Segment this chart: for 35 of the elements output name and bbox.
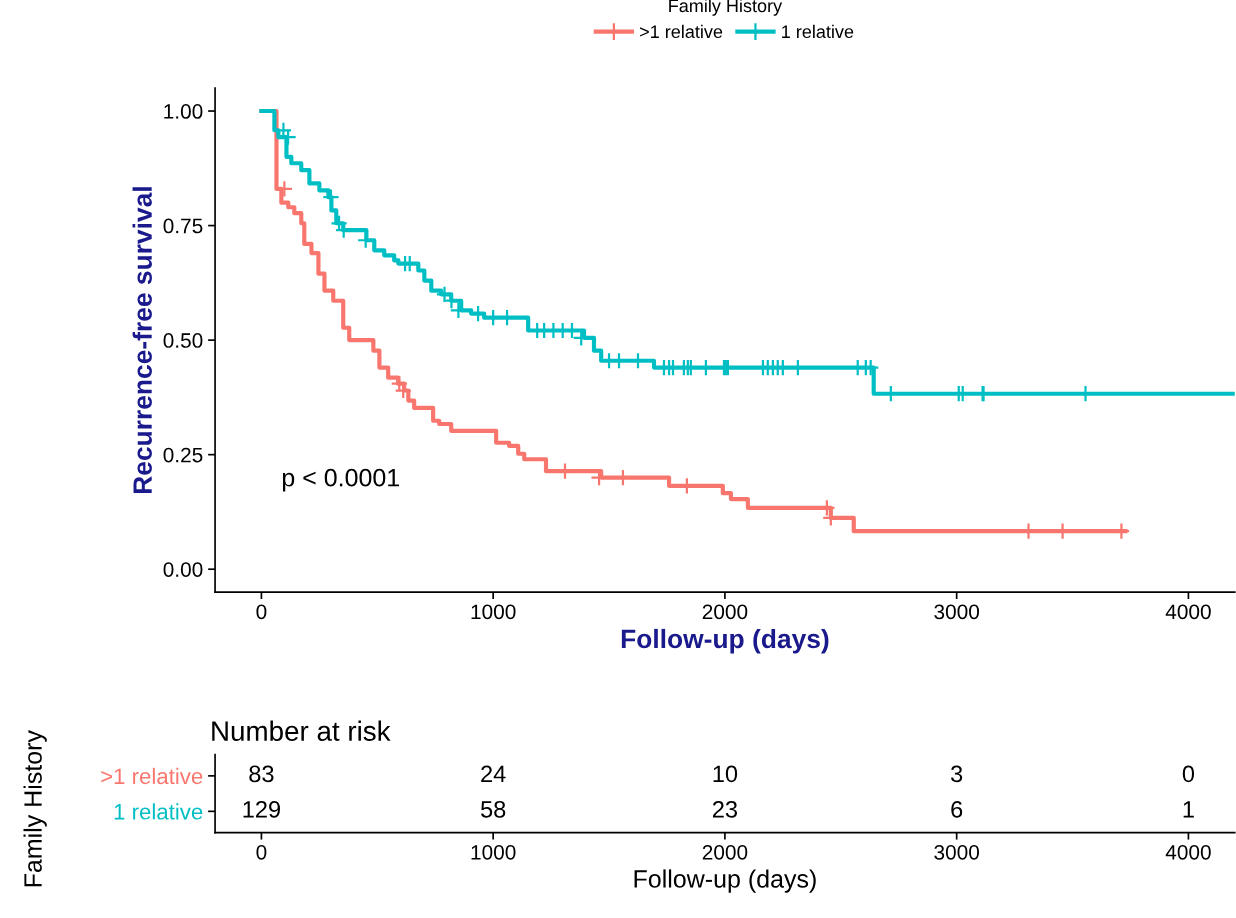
x-tick-label: 1000	[471, 844, 516, 860]
annotation: p < 0.0001	[282, 468, 399, 492]
y-tick-label: 1.00	[164, 104, 203, 119]
x-tick-label: 3000	[934, 844, 980, 860]
data-label: 83	[249, 765, 274, 783]
x-tick-label: 3000	[934, 604, 980, 620]
data-label: 129	[243, 800, 280, 818]
y-tick-label: 0.25	[163, 447, 203, 463]
y-tick-label: 0.75	[163, 218, 203, 234]
y-tick-label: 1 relative	[114, 803, 203, 820]
y-axis-title: Recurrence-free survival	[132, 187, 152, 494]
y-tick-label: 0.00	[163, 562, 203, 577]
x-tick-label: 1000	[471, 604, 516, 620]
legend-label: >1 relative	[640, 24, 723, 39]
y-tick-label: >1 relative	[101, 767, 203, 785]
x-axis-title: Follow-up (days)	[621, 628, 829, 654]
data-label: 58	[480, 800, 506, 818]
y-tick-label: 0.50	[163, 333, 203, 348]
x-tick-label: 4000	[1165, 604, 1211, 620]
x-tick-label: 2000	[702, 604, 748, 620]
data-label: 1	[1183, 801, 1194, 818]
y-axis-title: Family History	[23, 730, 47, 887]
data-label: 0	[1182, 765, 1195, 783]
data-label: 3	[951, 765, 963, 783]
data-label: 10	[713, 765, 738, 783]
legend-label: 1 relative	[782, 24, 854, 39]
chart-title: Number at risk	[212, 720, 391, 741]
data-label: 6	[951, 800, 963, 818]
data-label: 24	[481, 765, 506, 782]
x-tick-label: 0	[256, 844, 267, 860]
x-tick-label: 4000	[1165, 844, 1211, 860]
x-tick-label: 2000	[702, 844, 748, 860]
x-tick-label: 0	[256, 604, 267, 620]
data-label: 23	[712, 800, 738, 818]
x-axis-title: Follow-up (days)	[634, 869, 816, 893]
